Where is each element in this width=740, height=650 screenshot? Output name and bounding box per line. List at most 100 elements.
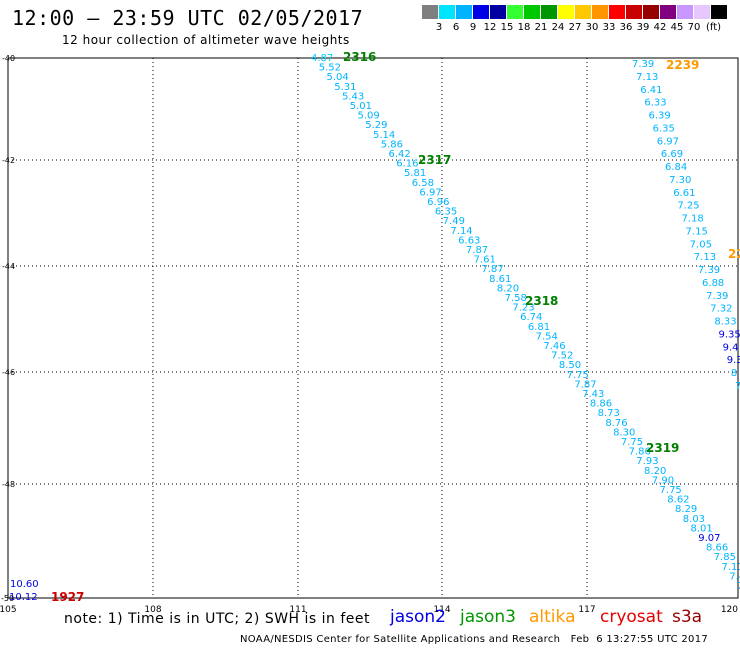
color-scale-tick: 45 [670,22,684,33]
pass-time-label: 2317 [418,153,451,167]
wave-height-value: 5.14 [373,130,395,141]
wave-height-value: 7.85 [714,552,736,563]
color-scale-swatch [473,5,490,19]
wave-height-value: 6.88 [702,278,724,289]
wave-height-value: 10.12 [9,592,38,603]
wave-height-value: 7.39 [632,59,654,70]
color-scale-tick: 24 [551,22,565,33]
color-scale-tick: 27 [568,22,582,33]
wave-height-value: 7 [735,381,740,392]
wave-height-value: 7.14 [450,226,472,237]
latitude-label: -46 [2,368,15,377]
color-scale-swatch [694,5,711,19]
wave-height-value: 7.54 [536,331,558,342]
wave-height-value: 5.09 [357,111,379,122]
wave-height-value: 7.13 [636,72,658,83]
wave-height-value: 8.20 [497,283,519,294]
satellite-legend-item: s3a [672,607,703,627]
pass-time-label: 2239 [666,58,699,72]
color-scale-tick: 12 [483,22,497,33]
wave-height-value: 6.41 [640,85,662,96]
color-scale-tick: 15 [500,22,514,33]
wave-height-value: 7.25 [677,201,699,212]
wave-height-value: 6.97 [657,136,679,147]
longitude-label: 117 [578,605,595,615]
pass-time-label: 22 [728,247,740,261]
wave-height-value: 7.43 [582,389,604,400]
wave-height-value: 7.13 [694,252,716,263]
map-title: 12:00 – 23:59 UTC 02/05/2017 [12,6,364,30]
satellite-legend-item: cryosat [600,607,663,627]
wave-height-value: 10.60 [10,579,39,590]
wave-height-value: 9.07 [698,533,720,544]
wave-height-value: 7.46 [543,341,565,352]
latitude-label: -42 [2,156,15,165]
latitude-label: -44 [2,262,15,271]
wave-height-value: 6.33 [644,98,666,109]
latitude-label: -40 [2,54,15,63]
wave-height-value: 5.43 [342,91,364,102]
longitude-label: 114 [433,605,450,615]
map-subtitle: 12 hour collection of altimeter wave hei… [62,33,350,47]
color-scale-unit: (ft) [706,22,722,33]
wave-height-value: 8.29 [675,504,697,515]
wave-height-value: 6.61 [673,188,695,199]
color-scale-tick: 21 [534,22,548,33]
color-scale-swatch [524,5,541,19]
wave-height-value: 7.90 [652,475,674,486]
color-scale-swatch [507,5,524,19]
wave-height-value: 6.74 [520,312,542,323]
longitude-label: 111 [289,605,306,615]
color-scale-swatch [575,5,592,19]
wave-height-value: 7.86 [629,447,651,458]
wave-height-value: 9.35 [719,329,740,340]
color-scale-swatch [711,5,728,19]
wave-height-value: 7.18 [681,214,703,225]
wave-height-value: 7.39 [698,265,720,276]
color-scale-tick: 18 [517,22,531,33]
wave-height-value: 8.50 [559,360,581,371]
wave-height-value: 8.61 [489,274,511,285]
latitude-label: -50 [1,594,14,603]
wave-height-value: 6.35 [435,207,457,218]
color-scale-tick: 30 [585,22,599,33]
wave-height-value: 7.49 [443,216,465,227]
wave-height-value: 5.52 [319,63,341,74]
footer-credit: NOAA/NESDIS Center for Satellite Applica… [240,634,709,645]
wave-height-value: 8.03 [683,514,705,525]
satellite-legend-item: jason3 [460,607,516,627]
color-scale-tick: 70 [687,22,701,33]
wave-height-value: 6.84 [665,162,687,173]
wave-height-value: 6.63 [458,235,480,246]
wave-height-value: 7.93 [636,456,658,467]
wave-height-value: 7.11 [722,562,740,573]
wave-height-value: 7 [737,581,740,592]
color-scale-tick: 33 [602,22,616,33]
wave-height-value: 7.75 [621,437,643,448]
wave-height-value: 5.01 [350,101,372,112]
wave-height-value: 7.4 [729,571,740,582]
wave-height-value: 8.86 [590,399,612,410]
wave-height-value: 6.16 [396,159,418,170]
wave-height-value: 9.4 [723,342,739,353]
color-scale-tick: 9 [469,22,477,33]
wave-height-value: 8.66 [706,543,728,554]
color-scale-swatch [422,5,439,19]
wave-height-value: 6.42 [388,149,410,160]
longitude-label: 105 [0,605,17,615]
map-frame [7,57,739,599]
color-scale-swatch [490,5,507,19]
color-scale-swatch [677,5,694,19]
satellite-legend-item: altika [529,607,576,627]
wave-height-value: 7.52 [551,351,573,362]
wave-height-value: 8.33 [714,317,736,328]
color-scale-swatch [609,5,626,19]
wave-height-value: 8.73 [598,408,620,419]
color-scale-tick: 36 [619,22,633,33]
color-scale-tick: 6 [452,22,460,33]
pass-time-label: 2316 [343,50,376,64]
wave-height-value: 5.04 [326,72,348,83]
color-scale-swatch [592,5,609,19]
latitude-label: -48 [2,480,15,489]
